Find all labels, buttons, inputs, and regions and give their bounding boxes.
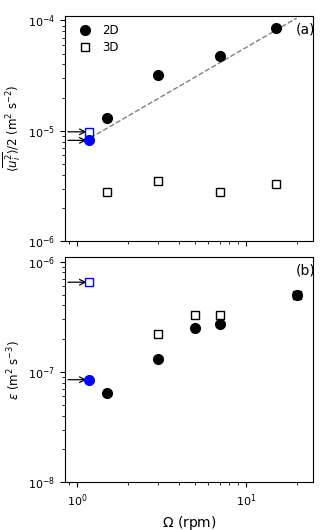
Y-axis label: $\langle \overline{u_i^2} \rangle /2$ (m$^2$ s$^{-2}$): $\langle \overline{u_i^2} \rangle /2$ (m… <box>1 85 22 172</box>
Text: (a): (a) <box>296 23 315 37</box>
Text: (b): (b) <box>296 264 315 278</box>
X-axis label: $\Omega$ (rpm): $\Omega$ (rpm) <box>162 514 216 530</box>
Legend: 2D, 3D: 2D, 3D <box>71 22 121 56</box>
Y-axis label: $\varepsilon$ (m$^2$ s$^{-3}$): $\varepsilon$ (m$^2$ s$^{-3}$) <box>5 340 23 400</box>
